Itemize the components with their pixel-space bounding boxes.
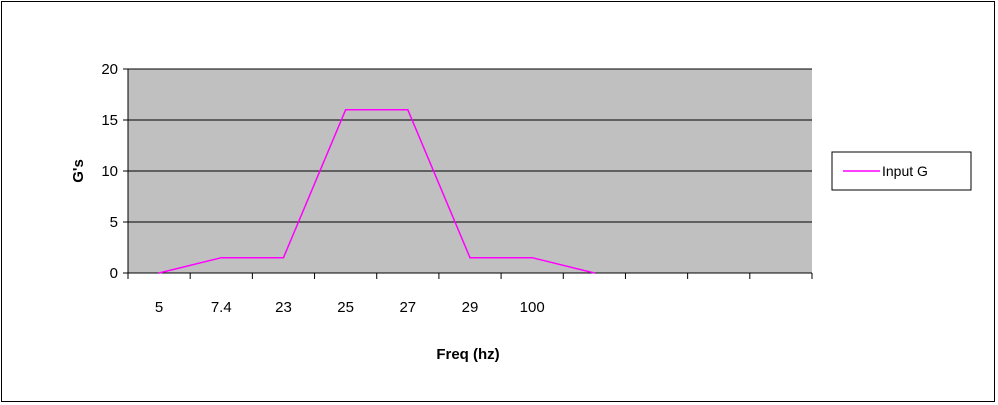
y-tick-label-0: 0: [110, 265, 118, 282]
x-tick-label-25: 25: [337, 299, 354, 316]
y-tick-label-10: 10: [101, 163, 118, 180]
data-point-0: [158, 272, 160, 274]
y-tick-label-5: 5: [110, 214, 118, 231]
legend: Input G: [831, 151, 972, 191]
y-tick-label-15: 15: [101, 112, 118, 129]
y-tick-label-20: 20: [101, 61, 118, 78]
x-tick-label-100: 100: [520, 299, 545, 316]
y-axis-title: G's: [70, 159, 87, 183]
data-point-4: [407, 109, 409, 111]
gridlines: [128, 68, 812, 223]
data-point-2: [282, 256, 285, 259]
x-tick-label-5: 5: [155, 299, 163, 316]
x-tick-label-7-4: 7.4: [211, 299, 232, 316]
x-axis-title: Freq (hz): [436, 346, 499, 363]
x-tick-labels: 5 7.4 23 25 27 29 100: [155, 299, 545, 316]
legend-label-input-g: Input G: [882, 163, 928, 179]
data-point-7: [593, 272, 596, 274]
series-line-input-g: [158, 109, 595, 274]
x-tick-label-27: 27: [399, 299, 416, 316]
data-point-3: [344, 109, 347, 111]
data-point-6: [531, 256, 533, 259]
x-tick-label-29: 29: [462, 299, 479, 316]
x-tick-label-23: 23: [275, 299, 292, 316]
y-tick-labels: 0 5 10 15 20: [101, 61, 118, 282]
data-point-1: [220, 256, 223, 259]
data-point-5: [469, 256, 471, 259]
series-layer: [158, 109, 596, 274]
axes: [123, 68, 813, 279]
